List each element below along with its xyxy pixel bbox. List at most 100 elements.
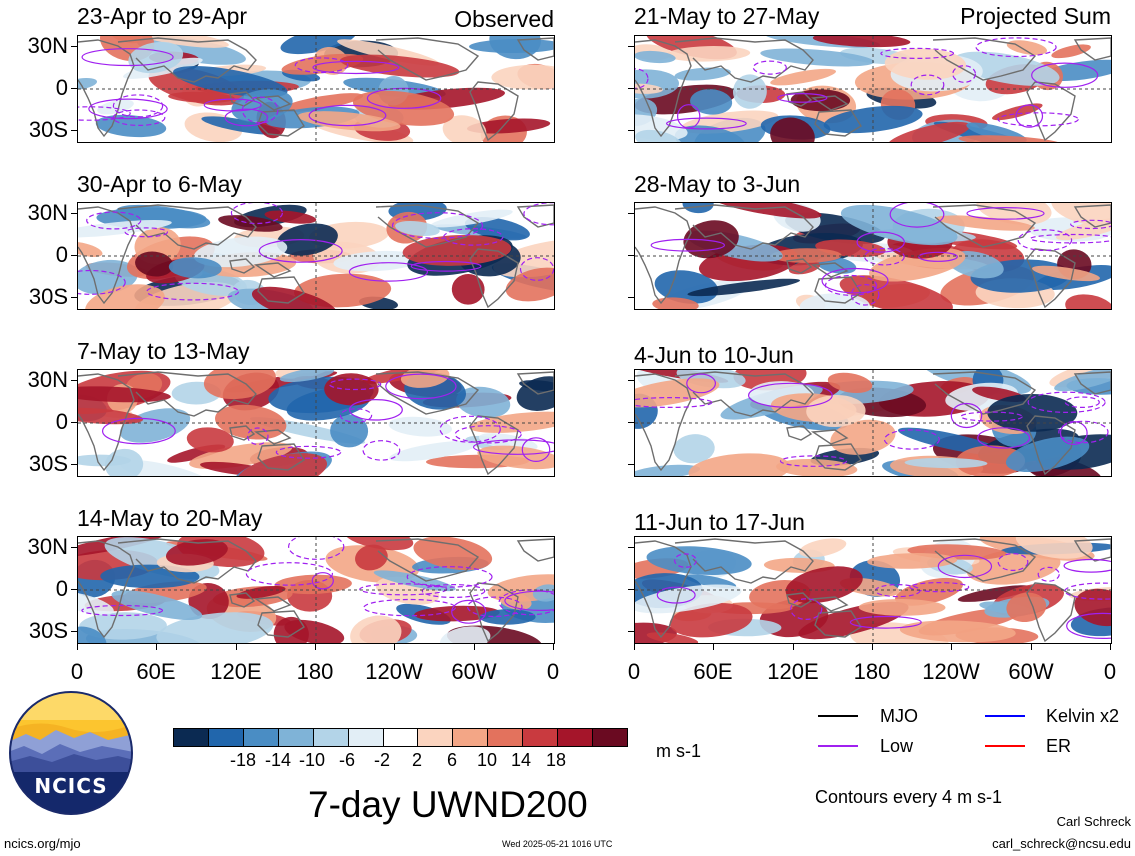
lon-tick [1110, 644, 1111, 650]
panel-title-left-3: 7-May to 13-May [77, 338, 250, 364]
lon-tick [77, 644, 78, 650]
lat-tick [628, 380, 634, 381]
legend-label-low: Low [880, 736, 914, 756]
colorbar-swatch-12 [592, 729, 627, 746]
lon-tick [872, 644, 873, 650]
ncics-logo: NCICS [8, 690, 134, 816]
legend-label-mjo: MJO [880, 706, 918, 726]
map-panel-left-3 [77, 369, 555, 477]
projected-sum-header: Projected Sum [960, 3, 1111, 29]
lat-tick [628, 213, 634, 214]
lat-tick [71, 255, 77, 256]
panel-title-left-4: 14-May to 20-May [77, 505, 263, 531]
colorbar-swatch-10 [522, 729, 558, 746]
lat-tick [628, 547, 634, 548]
lat-tick [71, 380, 77, 381]
map-panel-right-2 [634, 202, 1112, 310]
lon-label-right-4: 120W [922, 659, 980, 684]
lon-tick [951, 644, 952, 650]
colorbar-swatch-11 [557, 729, 593, 746]
footer-email: carl_schreck@ncsu.edu [992, 836, 1131, 851]
lat-label-4-0: 30N [27, 534, 68, 559]
map-panel-left-2 [77, 202, 555, 310]
lon-label-left-5: 60W [451, 659, 497, 684]
lat-label-3-0: 30N [27, 367, 68, 392]
lat-label-4-2: 30S [28, 618, 68, 643]
panel-title-right-2: 28-May to 3-Jun [634, 171, 801, 197]
lon-tick [236, 644, 237, 650]
colorbar-label-5: 2 [411, 750, 423, 770]
colorbar-swatch-2 [242, 729, 278, 746]
colorbar-swatch-9 [487, 729, 523, 746]
map-panel-left-1 [77, 35, 555, 143]
lon-label-right-5: 60W [1008, 659, 1054, 684]
lon-label-left-3: 180 [296, 659, 334, 684]
colorbar-swatch-6 [382, 729, 418, 746]
lon-label-right-6: 0 [1103, 659, 1117, 684]
lat-tick [628, 422, 634, 423]
figure-title: 7-day UWND200 [308, 784, 588, 825]
colorbar-label-2: -10 [298, 750, 326, 770]
lat-tick [71, 422, 77, 423]
logo-text: NCICS [34, 774, 108, 798]
lat-label-3-1: 0 [55, 409, 68, 434]
lon-label-right-2: 120E [767, 659, 819, 684]
panel-title-right-1: 21-May to 27-May [634, 3, 820, 29]
map-panel-right-3 [634, 369, 1112, 477]
lat-tick [71, 88, 77, 89]
colorbar [173, 728, 628, 747]
lon-label-left-2: 120E [210, 659, 262, 684]
lon-tick [713, 644, 714, 650]
lat-tick [71, 547, 77, 548]
lon-tick [1031, 644, 1032, 650]
panel-title-right-3: 4-Jun to 10-Jun [634, 342, 794, 368]
lat-tick [628, 589, 634, 590]
footer-timestamp: Wed 2025-05-21 1016 UTC [502, 839, 613, 849]
observed-header: Observed [454, 6, 554, 32]
map-panel-right-4 [634, 536, 1112, 644]
colorbar-units: m s-1 [656, 741, 701, 761]
lat-tick [71, 130, 77, 131]
lat-label-2-2: 30S [28, 284, 68, 309]
lat-label-1-0: 30N [27, 33, 68, 58]
colorbar-swatch-0 [174, 729, 208, 746]
lon-label-right-1: 60E [693, 659, 733, 684]
colorbar-label-9: 18 [545, 750, 567, 770]
lon-tick [474, 644, 475, 650]
colorbar-swatch-1 [207, 729, 243, 746]
colorbar-label-0: -18 [229, 750, 257, 770]
panel-title-right-4: 11-Jun to 17-Jun [634, 509, 805, 535]
colorbar-swatch-4 [312, 729, 348, 746]
lat-tick [71, 46, 77, 47]
colorbar-label-1: -14 [264, 750, 292, 770]
colorbar-swatch-3 [277, 729, 313, 746]
lon-tick [553, 644, 554, 650]
colorbar-swatch-5 [347, 729, 383, 746]
lon-label-left-4: 120W [365, 659, 423, 684]
lat-label-4-1: 0 [55, 576, 68, 601]
lat-label-2-1: 0 [55, 242, 68, 267]
colorbar-label-7: 10 [476, 750, 498, 770]
footer-url: ncics.org/mjo [4, 836, 81, 851]
lat-tick [71, 464, 77, 465]
map-panel-left-4 [77, 536, 555, 644]
lat-tick [71, 213, 77, 214]
lon-label-right-0: 0 [627, 659, 641, 684]
colorbar-label-4: -2 [373, 750, 391, 770]
lat-tick [71, 589, 77, 590]
lat-tick [628, 255, 634, 256]
lat-tick [628, 297, 634, 298]
lon-label-left-1: 60E [136, 659, 176, 684]
lat-tick [628, 464, 634, 465]
lat-tick [628, 46, 634, 47]
colorbar-label-8: 14 [510, 750, 532, 770]
lat-label-1-1: 0 [55, 75, 68, 100]
legend-label-kelvin: Kelvin x2 [1046, 706, 1120, 726]
lat-tick [628, 631, 634, 632]
legend-line-er [985, 745, 1025, 747]
lat-tick [628, 130, 634, 131]
legend-line-mjo [818, 715, 858, 717]
lon-tick [793, 644, 794, 650]
lat-label-2-0: 30N [27, 200, 68, 225]
lon-label-left-0: 0 [70, 659, 84, 684]
